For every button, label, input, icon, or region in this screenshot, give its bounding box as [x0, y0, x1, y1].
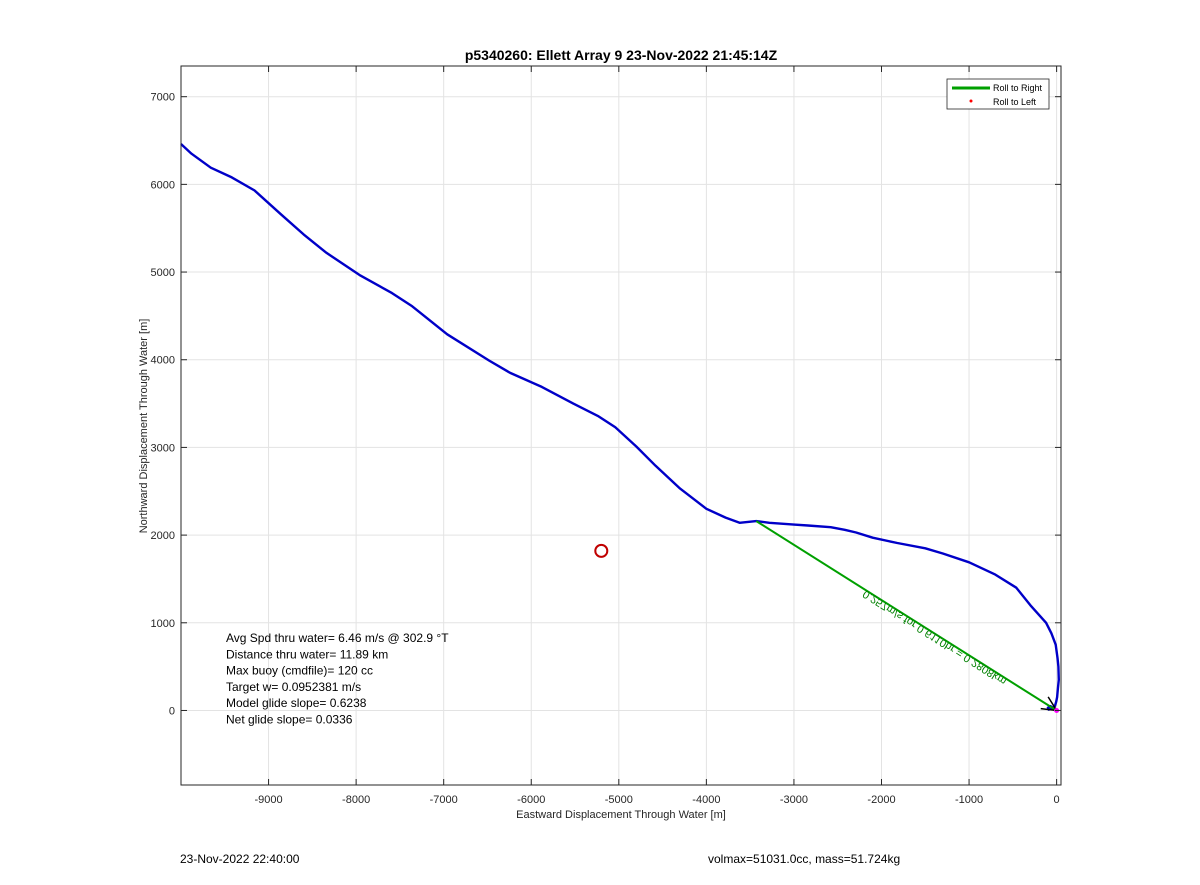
x-tick-label: -8000 — [342, 794, 370, 806]
y-axis-ticks: 0 1000 2000 3000 4000 5000 6000 7000 — [151, 92, 1061, 717]
grid-lines — [181, 66, 1061, 785]
x-axis-ticks: -9000 -8000 -7000 -6000 -5000 -4000 -3000 -2000… — [254, 66, 1060, 806]
current-vector-annotation: 0.257m/s for 0.6110hr = 0.2808km — [861, 587, 1009, 687]
y-tick-label: 3000 — [151, 442, 175, 454]
x-tick-label: 0 — [1054, 794, 1060, 806]
y-tick-label: 2000 — [151, 530, 175, 542]
x-tick-label: -2000 — [867, 794, 895, 806]
info-line: Target w= 0.0952381 m/s — [226, 680, 361, 694]
annotations: 0.257m/s for 0.6110hr = 0.2808km — [594, 543, 1060, 713]
y-tick-label: 5000 — [151, 267, 175, 279]
info-line: Distance thru water= 11.89 km — [226, 647, 388, 661]
y-tick-label: 1000 — [151, 618, 175, 630]
info-block: Avg Spd thru water= 6.46 m/s @ 302.9 °T D… — [226, 631, 449, 727]
axes-box — [180, 65, 1062, 786]
chart-title: p5340260: Ellett Array 9 23-Nov-2022 21:… — [465, 47, 778, 63]
roll-to-right-line — [755, 520, 1058, 712]
trajectory-line — [180, 143, 1061, 712]
x-tick-label: -6000 — [517, 794, 545, 806]
info-line: Net glide slope= 0.0336 — [226, 713, 353, 727]
legend-roll-left-label: Roll to Left — [993, 97, 1037, 107]
series-layer — [180, 143, 1061, 712]
x-tick-label: -9000 — [254, 794, 282, 806]
footer-vol-mass: volmax=51031.0cc, mass=51.724kg — [708, 852, 901, 866]
legend: Roll to Right Roll to Left — [946, 78, 1050, 110]
legend-box — [946, 78, 1050, 110]
x-tick-label: -1000 — [955, 794, 983, 806]
x-tick-label: -5000 — [605, 794, 633, 806]
x-tick-label: -4000 — [692, 794, 720, 806]
footer-timestamp: 23-Nov-2022 22:40:00 — [180, 852, 300, 866]
y-tick-label: 4000 — [151, 355, 175, 367]
x-tick-label: -3000 — [780, 794, 808, 806]
info-line: Model glide slope= 0.6238 — [226, 696, 367, 710]
x-axis-label: Eastward Displacement Through Water [m] — [516, 809, 726, 821]
y-axis-label: Northward Displacement Through Water [m] — [138, 319, 150, 534]
info-line: Avg Spd thru water= 6.46 m/s @ 302.9 °T — [226, 631, 449, 645]
y-tick-label: 7000 — [151, 92, 175, 104]
x-tick-label: -7000 — [430, 794, 458, 806]
target-circle — [594, 543, 609, 558]
legend-roll-right-label: Roll to Right — [993, 83, 1043, 93]
y-tick-label: 6000 — [151, 179, 175, 191]
y-tick-label: 0 — [169, 705, 175, 717]
info-line: Max buoy (cmdfile)= 120 cc — [226, 664, 373, 678]
legend-roll-left-swatch — [969, 99, 973, 103]
